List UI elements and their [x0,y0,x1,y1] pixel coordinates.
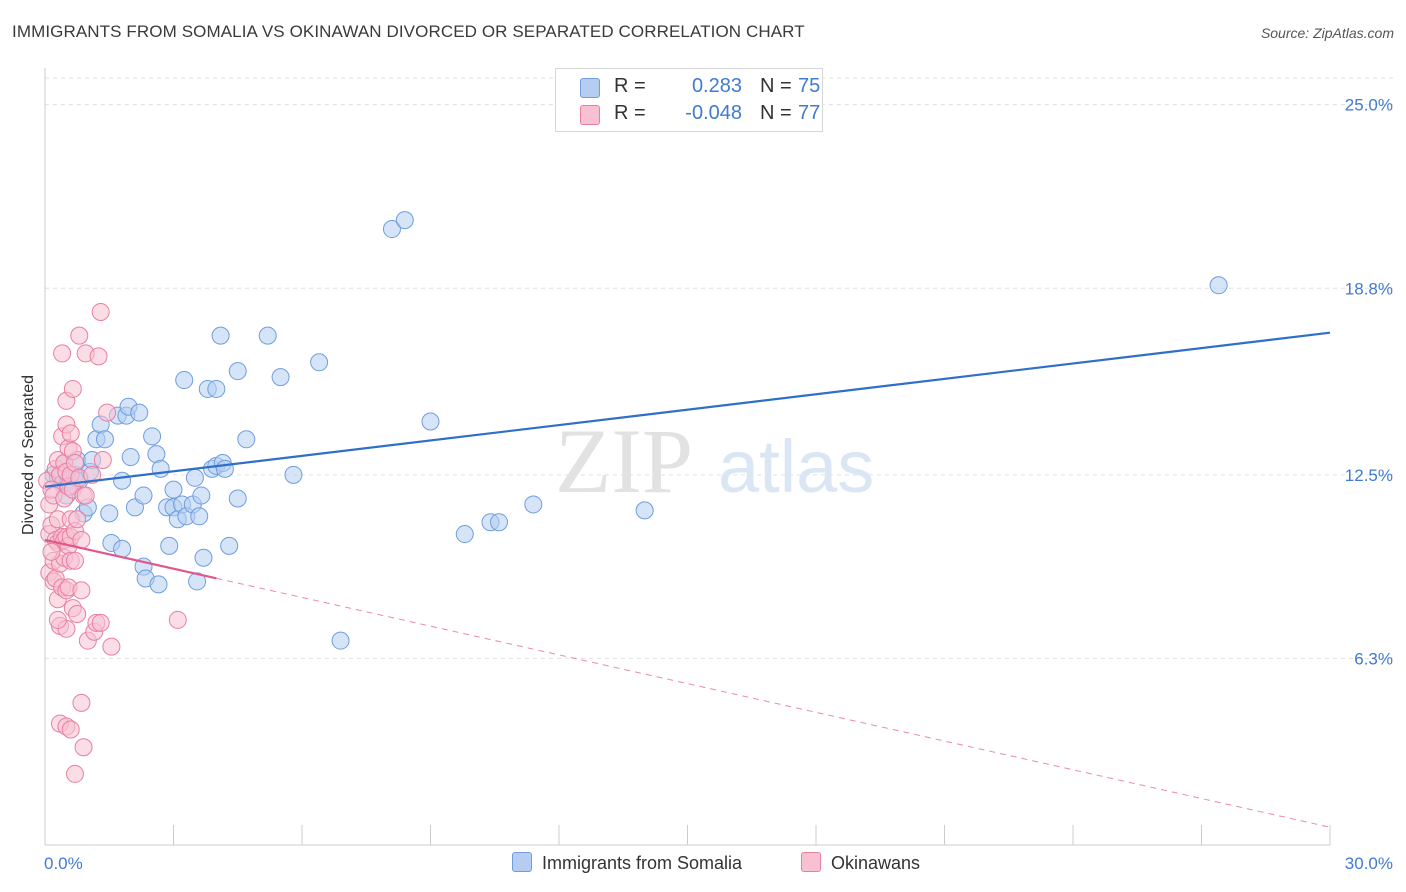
bottom-legend-somalia: Immigrants from Somalia [512,852,742,874]
y-tick-label: 12.5% [1345,466,1393,485]
point-somalia [161,537,178,554]
point-okinawans [54,345,71,362]
point-somalia [221,537,238,554]
point-somalia [131,404,148,421]
point-somalia [135,487,152,504]
bottom-legend-label-okinawans: Okinawans [831,853,920,873]
bottom-legend-okinawans: Okinawans [801,852,920,874]
point-okinawans [69,606,86,623]
point-okinawans [62,425,79,442]
point-somalia [456,526,473,543]
point-somalia [96,431,113,448]
point-somalia [285,466,302,483]
point-somalia [422,413,439,430]
bottom-legend-swatch-somalia [512,852,532,872]
point-okinawans [66,765,83,782]
point-okinawans [94,452,111,469]
point-okinawans [92,614,109,631]
point-somalia [165,481,182,498]
point-okinawans [73,582,90,599]
point-okinawans [75,739,92,756]
y-axis-label: Divorced or Separated [20,375,37,535]
point-okinawans [64,380,81,397]
watermark-zip: ZIP [555,410,693,512]
point-somalia [636,502,653,519]
watermark: ZIP atlas [555,410,874,512]
point-somalia [229,490,246,507]
point-somalia [148,446,165,463]
point-somalia [238,431,255,448]
point-somalia [396,212,413,229]
point-somalia [216,460,233,477]
point-somalia [229,363,246,380]
point-somalia [525,496,542,513]
legend-n-label: N = [760,102,792,125]
y-tick-label: 25.0% [1345,96,1393,115]
point-somalia [491,514,508,531]
point-okinawans [99,404,116,421]
point-somalia [144,428,161,445]
bottom-legend-label-somalia: Immigrants from Somalia [542,853,742,873]
point-okinawans [69,511,86,528]
point-somalia [311,354,328,371]
stats-legend: R = 0.283 N = 75 R = -0.048 N = 77 [555,68,823,132]
point-okinawans [71,327,88,344]
legend-r-label: R = [614,75,646,98]
point-somalia [122,449,139,466]
point-okinawans [62,721,79,738]
point-somalia [259,327,276,344]
point-somalia [150,576,167,593]
point-okinawans [92,303,109,320]
x-tick-label-end: 30.0% [1345,854,1393,873]
point-somalia [186,469,203,486]
legend-n-value: 75 [798,75,820,98]
y-tick-label: 18.8% [1345,279,1393,298]
x-tick-label-start: 0.0% [44,854,83,873]
legend-swatch-somalia [580,78,600,98]
point-okinawans [103,638,120,655]
point-okinawans [90,348,107,365]
legend-swatch-okinawans [580,105,600,125]
point-somalia [208,380,225,397]
grid-lines [45,78,1394,658]
point-somalia [332,632,349,649]
point-somalia [176,372,193,389]
point-somalia [212,327,229,344]
scatter-chart: ZIP atlas 6.3% 12.5% 18.8% 25.0% 0.0% 30.0% D… [0,0,1406,892]
bottom-legend-swatch-okinawans [801,852,821,872]
legend-r-label: R = [614,102,646,125]
point-okinawans [169,611,186,628]
point-okinawans [49,611,66,628]
point-okinawans [66,454,83,471]
trend-line-okinawans-dashed [216,578,1330,827]
legend-n-value: 77 [798,102,820,125]
legend-r-value: 0.283 [652,75,742,98]
watermark-atlas: atlas [718,425,874,508]
point-okinawans [43,543,60,560]
point-somalia [1210,277,1227,294]
y-tick-label: 6.3% [1354,649,1393,668]
legend-r-value: -0.048 [652,102,742,125]
legend-n-label: N = [760,75,792,98]
point-somalia [101,505,118,522]
point-somalia [191,508,208,525]
point-okinawans [77,487,94,504]
point-okinawans [66,552,83,569]
point-somalia [114,472,131,489]
point-somalia [272,369,289,386]
trend-lines [45,333,1330,828]
point-somalia [152,460,169,477]
point-okinawans [73,694,90,711]
point-somalia [193,487,210,504]
point-somalia [195,549,212,566]
